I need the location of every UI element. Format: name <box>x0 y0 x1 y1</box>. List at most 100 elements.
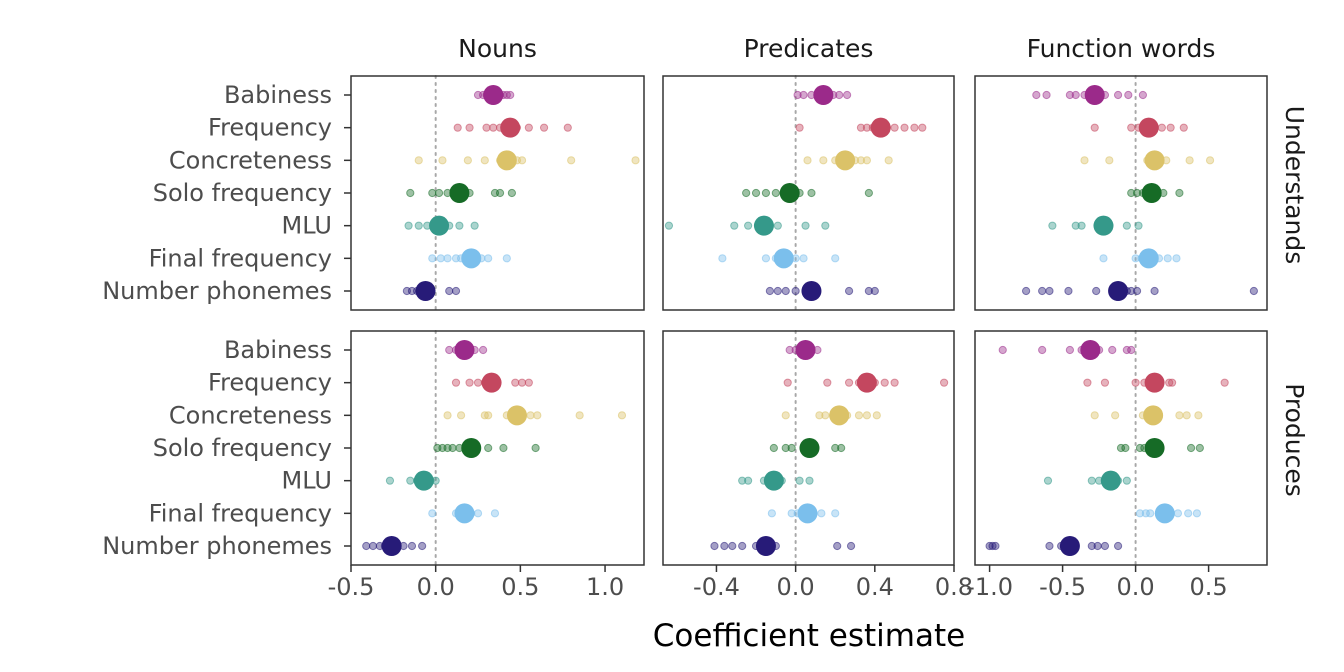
individual-point-frequency <box>1168 378 1177 387</box>
individual-point-frequency <box>1100 378 1110 387</box>
estimate-point-final-frequency <box>454 503 475 524</box>
individual-point-babiness <box>506 90 515 100</box>
estimate-point-final-frequency <box>773 248 794 269</box>
individual-point-number-phonemes <box>1113 541 1123 551</box>
individual-point-number-phonemes <box>720 541 729 551</box>
individual-point-concreteness <box>1205 156 1215 165</box>
individual-point-concreteness <box>1185 156 1194 165</box>
x-axis-title: Coefficient estimate <box>653 618 965 654</box>
individual-point-frequency <box>940 378 949 387</box>
individual-point-concreteness <box>862 156 871 165</box>
x-tick-label: 1.0 <box>586 573 624 601</box>
y-tick-label-solo-frequency: Solo frequency <box>153 179 332 207</box>
individual-point-mlu <box>664 221 674 230</box>
individual-point-number-phonemes <box>833 541 842 551</box>
estimate-point-frequency <box>500 117 521 138</box>
individual-point-frequency <box>1157 123 1166 132</box>
individual-point-frequency <box>783 378 792 387</box>
individual-point-number-phonemes <box>710 541 719 551</box>
individual-point-concreteness <box>1175 411 1184 420</box>
individual-point-babiness <box>785 345 794 355</box>
x-tick-label: 0.0 <box>1117 573 1155 601</box>
individual-point-solo-frequency <box>507 188 516 198</box>
individual-point-number-phonemes <box>1038 286 1047 296</box>
individual-point-final-frequency <box>767 509 776 518</box>
individual-point-number-phonemes <box>991 541 1000 551</box>
estimate-point-solo-frequency <box>461 438 482 458</box>
individual-point-number-phonemes <box>1249 286 1258 296</box>
individual-point-frequency <box>453 123 462 132</box>
column-title-function-words: Function words <box>1027 34 1216 63</box>
individual-point-concreteness <box>463 156 472 165</box>
individual-point-number-phonemes <box>445 286 454 296</box>
individual-point-concreteness <box>480 156 489 165</box>
individual-point-mlu <box>1077 221 1086 230</box>
individual-point-solo-frequency <box>434 188 444 198</box>
y-tick-label-babiness: Babiness <box>224 81 332 109</box>
individual-point-final-frequency <box>502 254 511 263</box>
individual-point-frequency <box>1179 123 1188 132</box>
individual-point-number-phonemes <box>1150 286 1159 296</box>
individual-point-concreteness <box>821 411 830 420</box>
row-title-produces: Produces <box>1280 383 1309 497</box>
individual-point-babiness <box>1113 90 1123 100</box>
individual-point-final-frequency <box>428 509 437 518</box>
individual-point-solo-frequency <box>1116 443 1126 453</box>
individual-point-frequency <box>856 123 866 132</box>
individual-point-frequency <box>563 123 572 132</box>
estimate-point-frequency <box>856 372 877 393</box>
individual-point-final-frequency <box>1173 509 1183 518</box>
individual-point-number-phonemes <box>1087 541 1096 551</box>
individual-point-number-phonemes <box>407 541 417 551</box>
estimate-point-frequency <box>870 117 891 138</box>
y-tick-label-final-frequency: Final frequency <box>149 244 332 272</box>
individual-point-babiness <box>1138 90 1148 100</box>
individual-point-final-frequency <box>831 509 840 518</box>
individual-point-babiness <box>1127 345 1136 355</box>
individual-point-final-frequency <box>484 254 493 263</box>
estimate-point-mlu <box>763 470 784 491</box>
individual-point-solo-frequency <box>751 188 761 198</box>
individual-point-concreteness <box>456 411 466 420</box>
individual-point-solo-frequency <box>448 443 457 453</box>
individual-point-number-phonemes <box>728 541 737 551</box>
y-tick-label-solo-frequency: Solo frequency <box>153 434 332 462</box>
individual-point-number-phonemes <box>418 541 427 551</box>
individual-point-concreteness <box>617 411 627 420</box>
individual-point-frequency <box>465 378 474 387</box>
column-title-nouns: Nouns <box>458 34 537 63</box>
panel-understands-predicates-border <box>662 75 955 311</box>
estimate-point-mlu <box>753 215 774 236</box>
individual-point-mlu <box>744 476 753 485</box>
individual-point-concreteness <box>414 156 423 165</box>
individual-point-concreteness <box>1105 156 1114 165</box>
individual-point-final-frequency <box>428 254 437 263</box>
individual-point-mlu <box>406 476 415 485</box>
estimate-point-number-phonemes <box>1108 281 1129 301</box>
individual-point-mlu <box>805 476 814 485</box>
individual-point-frequency <box>862 123 871 132</box>
individual-point-final-frequency <box>817 509 826 518</box>
estimate-point-mlu <box>1093 215 1114 236</box>
x-tick-label: 0.5 <box>1190 573 1228 601</box>
estimate-point-final-frequency <box>1138 248 1159 269</box>
individual-point-solo-frequency <box>484 443 493 453</box>
individual-point-number-phonemes <box>781 286 790 296</box>
estimate-point-frequency <box>1138 117 1159 138</box>
individual-point-number-phonemes <box>985 541 994 551</box>
panel-produces-predicates-border <box>662 330 955 566</box>
individual-point-concreteness <box>1111 411 1120 420</box>
individual-point-concreteness <box>781 411 790 420</box>
individual-point-mlu <box>1122 476 1131 485</box>
individual-point-mlu <box>470 221 479 230</box>
individual-point-frequency <box>1090 123 1099 132</box>
estimate-point-mlu <box>1100 470 1121 491</box>
individual-point-mlu <box>801 221 810 230</box>
individual-point-concreteness <box>862 411 871 420</box>
estimate-point-number-phonemes <box>755 536 776 556</box>
individual-point-frequency <box>451 378 461 387</box>
individual-point-final-frequency <box>436 254 445 263</box>
individual-point-solo-frequency <box>742 188 751 198</box>
individual-point-concreteness <box>856 156 866 165</box>
individual-point-babiness <box>998 345 1007 355</box>
